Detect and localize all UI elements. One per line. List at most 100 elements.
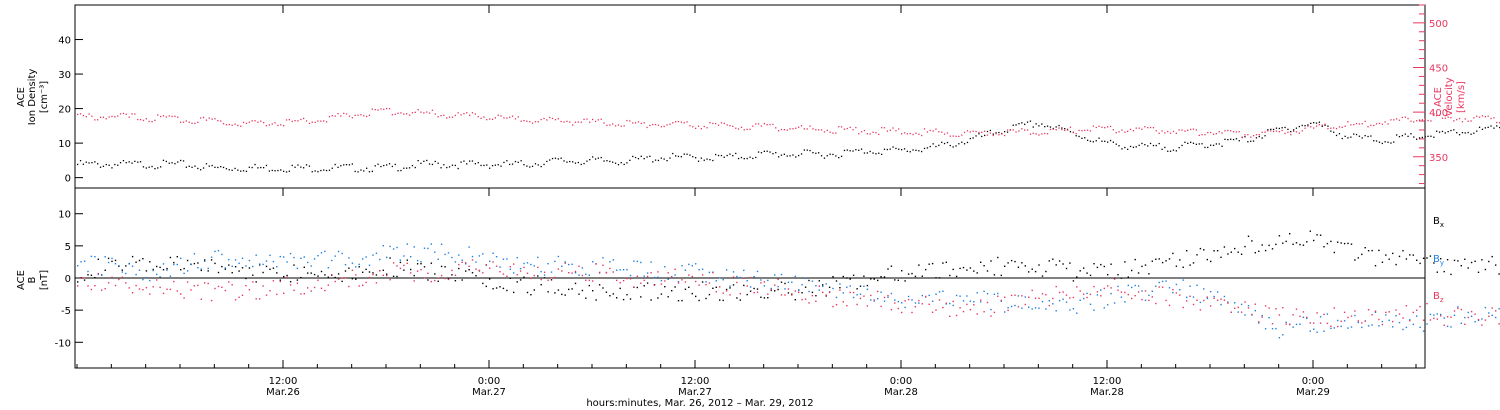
- b-point: [835, 304, 838, 306]
- top-point: [1195, 129, 1197, 131]
- top-point: [1401, 116, 1403, 119]
- b-point: [667, 278, 669, 280]
- b-point: [839, 287, 841, 289]
- top-point: [228, 123, 230, 126]
- b-point: [238, 270, 240, 272]
- b-point: [204, 259, 206, 261]
- top-point: [961, 134, 963, 136]
- b-point: [1151, 296, 1153, 298]
- b-point: [406, 243, 408, 245]
- b-point: [125, 272, 127, 275]
- top-point: [1333, 127, 1335, 129]
- top-point: [397, 112, 399, 114]
- top-point: [1147, 127, 1149, 129]
- top-point: [434, 160, 436, 163]
- b-point: [660, 279, 663, 282]
- b-point: [1477, 319, 1480, 322]
- b-point: [856, 303, 858, 306]
- top-point: [1238, 131, 1240, 133]
- b-point: [468, 265, 470, 267]
- b-point: [568, 272, 570, 274]
- top-point: [320, 169, 322, 172]
- top-point: [354, 170, 356, 173]
- b-point: [331, 259, 333, 262]
- top-point: [494, 117, 496, 119]
- b-point: [1062, 291, 1064, 293]
- b-point: [568, 288, 570, 291]
- b-point: [980, 301, 982, 303]
- b-point: [1299, 323, 1301, 325]
- b-point: [152, 268, 154, 271]
- top-point: [775, 127, 777, 129]
- top-point: [941, 131, 943, 133]
- b-point: [1422, 257, 1425, 259]
- b-point: [255, 298, 257, 300]
- b-point: [1254, 310, 1256, 312]
- b-point: [925, 268, 927, 271]
- b-point: [581, 289, 584, 292]
- b-point: [719, 299, 721, 301]
- top-point: [128, 161, 130, 163]
- b-point: [691, 292, 693, 295]
- top-point: [1444, 117, 1446, 119]
- top-point: [345, 164, 348, 166]
- b-point: [1028, 271, 1030, 273]
- top-point: [1149, 126, 1152, 129]
- top-point: [1476, 130, 1478, 132]
- b-point: [241, 294, 244, 296]
- b-point: [97, 273, 99, 276]
- top-point: [1270, 130, 1272, 132]
- top-point: [766, 150, 768, 152]
- b-point: [825, 294, 827, 296]
- b-point: [1014, 294, 1016, 296]
- top-point: [191, 122, 193, 124]
- top-point: [617, 124, 620, 126]
- b-point: [475, 275, 477, 277]
- x-tick-label-time-2: 12:00: [681, 376, 710, 387]
- top-point: [211, 118, 213, 120]
- top-point: [263, 167, 265, 169]
- b-point: [1271, 328, 1274, 330]
- b-point: [688, 263, 690, 266]
- b-point: [1289, 233, 1291, 235]
- b-point: [574, 282, 577, 285]
- b-point: [269, 254, 271, 256]
- top-point: [875, 153, 877, 155]
- top-point: [265, 125, 268, 127]
- top-point: [1418, 137, 1421, 139]
- top-point: [1252, 140, 1255, 142]
- top-point: [1344, 135, 1346, 137]
- b-point: [928, 303, 930, 305]
- top-point: [202, 167, 205, 169]
- top-point: [1378, 141, 1381, 143]
- b-point: [715, 291, 717, 293]
- b-point: [626, 269, 628, 271]
- b-point: [901, 302, 903, 304]
- b-point: [1395, 263, 1397, 266]
- top-point: [769, 151, 771, 153]
- b-point: [667, 296, 669, 298]
- top-point: [457, 167, 459, 170]
- b-point: [653, 284, 656, 286]
- top-point: [1218, 131, 1220, 133]
- b-point: [753, 275, 755, 278]
- b-point: [193, 262, 196, 265]
- b-point: [612, 271, 614, 273]
- b-point: [849, 285, 851, 287]
- top-point: [234, 123, 236, 125]
- top-point: [551, 157, 554, 160]
- b-point: [159, 286, 161, 289]
- top-point: [720, 122, 723, 124]
- x-axis-title: hours:minutes, Mar. 26, 2012 – Mar. 29, …: [586, 398, 813, 409]
- b-point: [636, 260, 638, 263]
- b-point: [677, 282, 680, 284]
- top-point: [474, 163, 476, 165]
- b-point: [310, 265, 312, 267]
- b-point: [640, 282, 642, 284]
- b-point: [1495, 310, 1497, 312]
- b-point: [949, 274, 951, 277]
- b-point: [1069, 262, 1071, 264]
- b-point: [447, 277, 450, 280]
- b-point: [221, 286, 223, 288]
- top-point: [420, 162, 422, 164]
